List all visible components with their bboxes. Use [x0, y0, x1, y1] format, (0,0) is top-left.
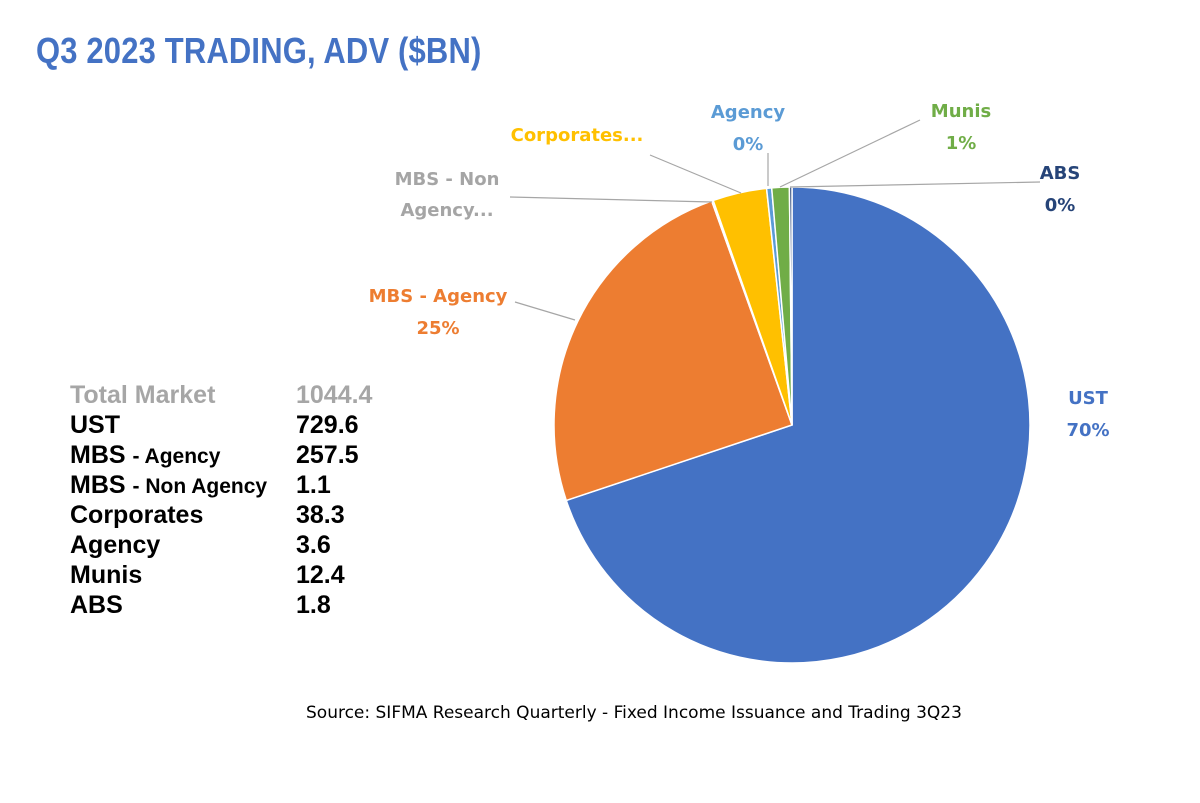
total-market-label: Total Market	[70, 381, 216, 409]
slice-label-line: MBS - Non	[395, 169, 500, 190]
leader-line-munis	[779, 119, 921, 188]
slice-label-agency: Agency 0%	[711, 102, 786, 155]
slice-label-mbs-non-agency: MBS - Non Agency...	[395, 169, 500, 221]
summary-row-value: 1.8	[296, 591, 331, 619]
pie-slices	[553, 186, 1031, 664]
page-title: Q3 2023 TRADING, ADV ($BN)	[36, 30, 482, 71]
summary-row-value: 3.6	[296, 531, 331, 559]
slice-label-munis: Munis 1%	[931, 101, 991, 154]
slice-label-line: 0%	[733, 134, 764, 155]
summary-row-label: UST	[70, 411, 120, 439]
slice-label-ust: UST 70%	[1066, 388, 1109, 441]
slice-label-line: 25%	[416, 318, 459, 339]
slice-label-line: Agency...	[400, 200, 493, 221]
summary-row-label: MBS - Agency	[70, 441, 221, 469]
slice-label-corporates: Corporates...	[511, 125, 644, 146]
slice-label-line: 1%	[946, 133, 977, 154]
leader-lines	[509, 119, 1041, 321]
summary-row-label: Munis	[70, 561, 143, 589]
slice-label-line: Munis	[931, 101, 991, 122]
slice-label-line: ABS	[1040, 163, 1081, 184]
leader-line-mbs-agency	[514, 301, 576, 321]
summary-row-value: 1.1	[296, 471, 331, 499]
pie-slice-mbs-agency	[553, 199, 793, 502]
slice-label-line: Agency	[711, 102, 786, 123]
summary-row-label: Corporates	[70, 501, 204, 529]
slice-label-line: Corporates...	[511, 125, 644, 146]
slice-label-line: 70%	[1066, 420, 1109, 441]
summary-row-label: Agency	[70, 531, 161, 559]
summary-row-value: 12.4	[296, 561, 345, 589]
leader-line-abs	[789, 181, 1041, 188]
slice-label-line: 0%	[1045, 195, 1076, 216]
slice-label-line: MBS - Agency	[369, 286, 508, 307]
source-note: Source: SIFMA Research Quarterly - Fixed…	[306, 703, 962, 723]
slice-labels: UST 70% MBS - Agency 25% MBS - Non Agency... C…	[369, 101, 1110, 441]
summary-row-value: 729.6	[296, 411, 359, 439]
leader-line-corporates	[649, 154, 742, 194]
summary-row-label: ABS	[70, 591, 123, 619]
summary-row-label: MBS - Non Agency	[70, 471, 268, 499]
summary-row-value: 257.5	[296, 441, 359, 469]
leader-line-mbs-non-agency	[509, 196, 713, 203]
slice-label-mbs-agency: MBS - Agency 25%	[369, 286, 508, 339]
slice-label-abs: ABS 0%	[1040, 163, 1081, 216]
summary-row-value: 38.3	[296, 501, 345, 529]
pie-slice-ust	[565, 186, 1031, 664]
slice-label-line: UST	[1068, 388, 1109, 409]
total-market-value: 1044.4	[296, 381, 373, 409]
